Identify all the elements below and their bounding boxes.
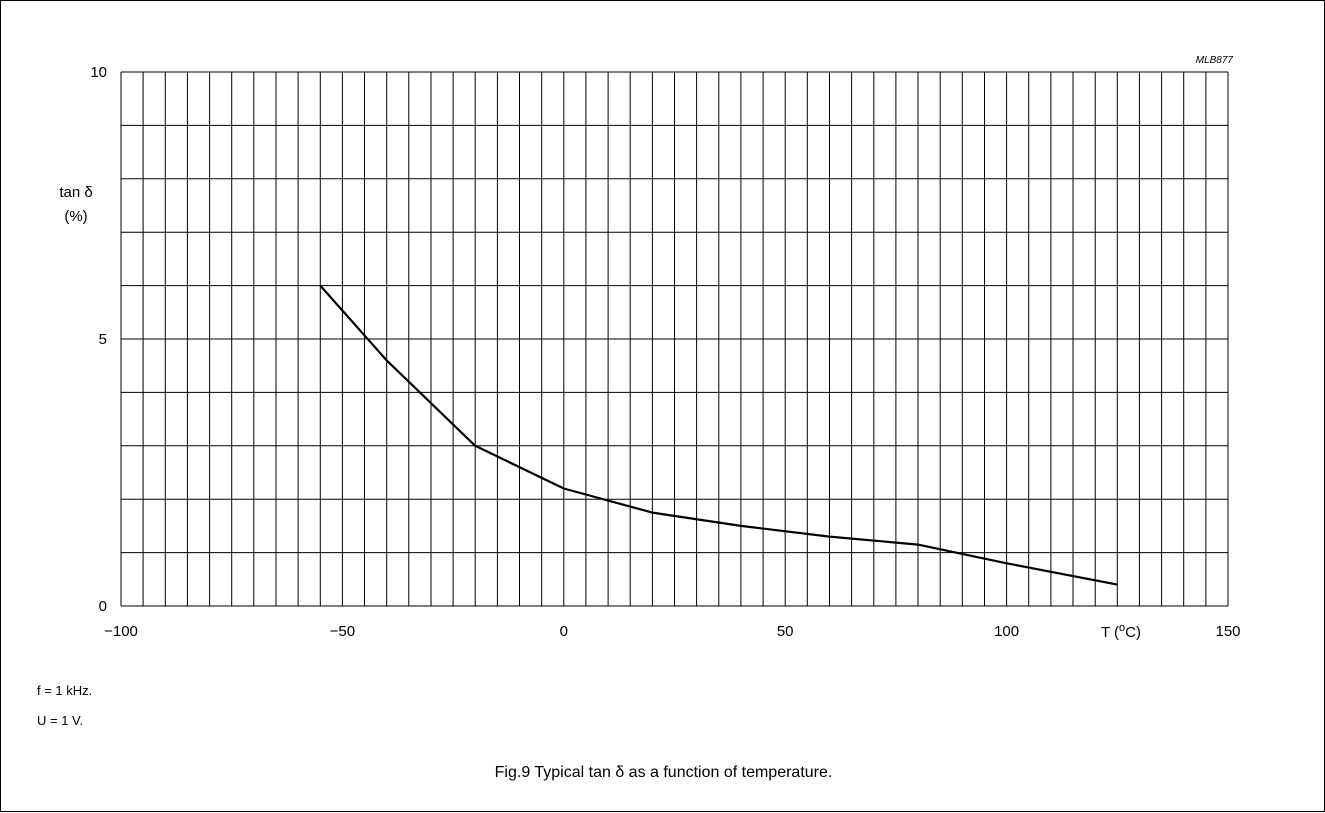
x-tick-label: 100	[994, 623, 1019, 640]
y-tick-label: 10	[90, 64, 107, 81]
frequency-note: f = 1 kHz.	[37, 683, 93, 698]
y-axis-label-unit: (%)	[64, 208, 87, 225]
x-axis-label: T (oC)	[1101, 622, 1141, 641]
y-tick-label: 0	[99, 598, 107, 615]
tick-labels: −100 −50 0 50 100 150 0 5 10	[90, 64, 1240, 640]
x-tick-label: 0	[560, 623, 568, 640]
x-tick-label: −100	[104, 623, 138, 640]
x-tick-label: 150	[1215, 623, 1240, 640]
x-tick-label: −50	[330, 623, 355, 640]
y-axis-label-quantity: tan δ	[59, 184, 92, 201]
tan-delta-curve	[319, 284, 1118, 586]
y-tick-label: 5	[99, 331, 107, 348]
figure-code: MLB877	[1196, 55, 1234, 66]
figure-caption: Fig.9 Typical tan δ as a function of tem…	[494, 764, 833, 781]
grid	[120, 71, 1229, 607]
x-tick-label: 50	[777, 623, 794, 640]
voltage-note: U = 1 V.	[37, 713, 84, 728]
